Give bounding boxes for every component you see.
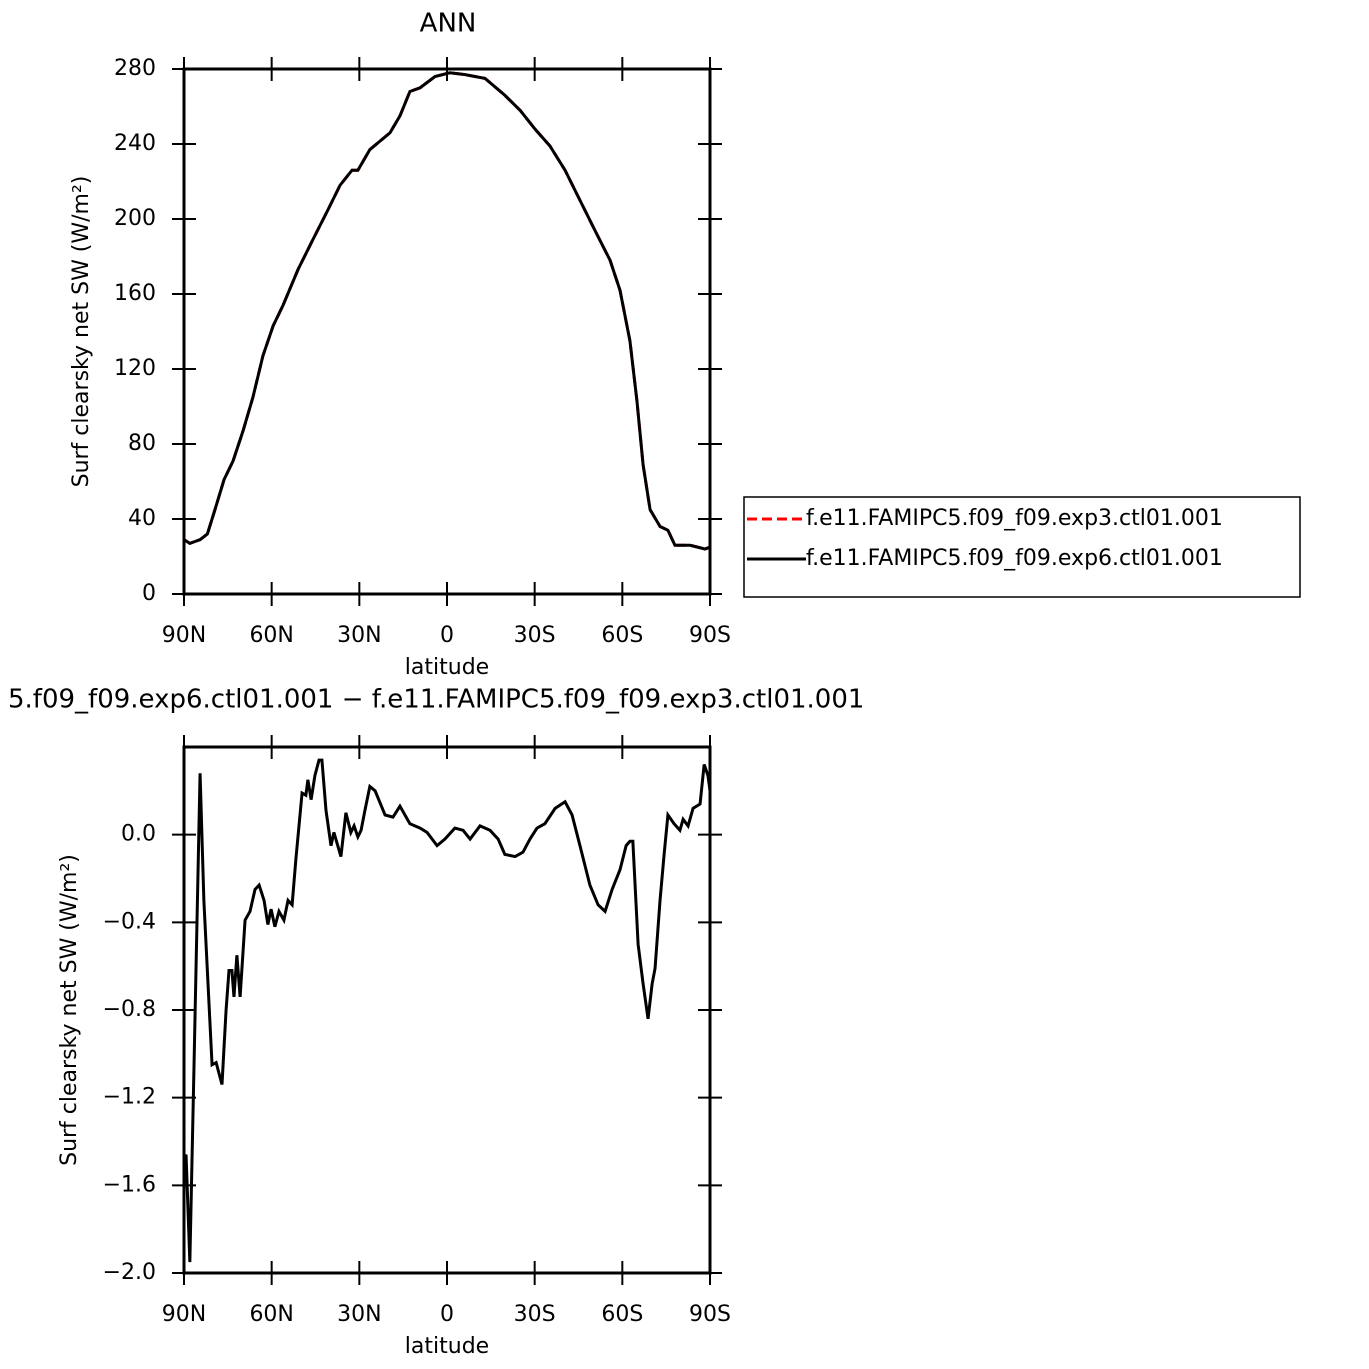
x-tick-label: 90N — [162, 623, 206, 648]
y-tick-label: 280 — [114, 56, 156, 81]
y-tick-label: 0.0 — [121, 822, 156, 847]
y-tick-label: −2.0 — [103, 1260, 156, 1285]
y-tick-label: 160 — [114, 281, 156, 306]
x-tick-label: 0 — [440, 623, 454, 648]
x-tick-label: 60S — [601, 1302, 643, 1327]
x-tick-label: 60N — [249, 1302, 293, 1327]
x-axis-label: latitude — [405, 655, 489, 680]
x-tick-label: 90S — [689, 1302, 731, 1327]
y-tick-label: −0.8 — [103, 997, 156, 1022]
chart-title: ANN — [420, 9, 477, 39]
y-tick-label: −1.2 — [103, 1085, 156, 1110]
x-tick-label: 90S — [689, 623, 731, 648]
x-tick-label: 30N — [337, 1302, 381, 1327]
chart-title: 5.f09_f09.exp6.ctl01.001 − f.e11.FAMIPC5… — [8, 685, 864, 715]
legend-label: f.e11.FAMIPC5.f09_f09.exp3.ctl01.001 — [806, 506, 1223, 531]
x-tick-label: 30S — [514, 1302, 556, 1327]
x-tick-label: 0 — [440, 1302, 454, 1327]
legend-box — [743, 496, 1301, 598]
y-axis-label: Surf clearsky net SW (W/m²) — [69, 176, 94, 488]
data-line — [182, 758, 712, 1263]
x-tick-label: 30N — [337, 623, 381, 648]
x-tick-label: 30S — [514, 623, 556, 648]
y-tick-label: 40 — [128, 506, 156, 531]
data-line — [183, 71, 711, 551]
y-tick-label: −0.4 — [103, 909, 156, 934]
y-tick-label: 80 — [128, 431, 156, 456]
y-axis-label: Surf clearsky net SW (W/m²) — [57, 854, 82, 1166]
data-line — [183, 71, 711, 551]
y-tick-label: 0 — [142, 581, 156, 606]
y-tick-label: −1.6 — [103, 1172, 156, 1197]
legend-label: f.e11.FAMIPC5.f09_f09.exp6.ctl01.001 — [806, 546, 1223, 571]
x-axis-label: latitude — [405, 1334, 489, 1359]
y-tick-label: 120 — [114, 356, 156, 381]
y-tick-label: 240 — [114, 131, 156, 156]
x-tick-label: 90N — [162, 1302, 206, 1327]
x-tick-label: 60S — [601, 623, 643, 648]
y-tick-label: 200 — [114, 206, 156, 231]
x-tick-label: 60N — [249, 623, 293, 648]
plot-frame — [182, 67, 712, 596]
plot-frame — [182, 745, 712, 1275]
